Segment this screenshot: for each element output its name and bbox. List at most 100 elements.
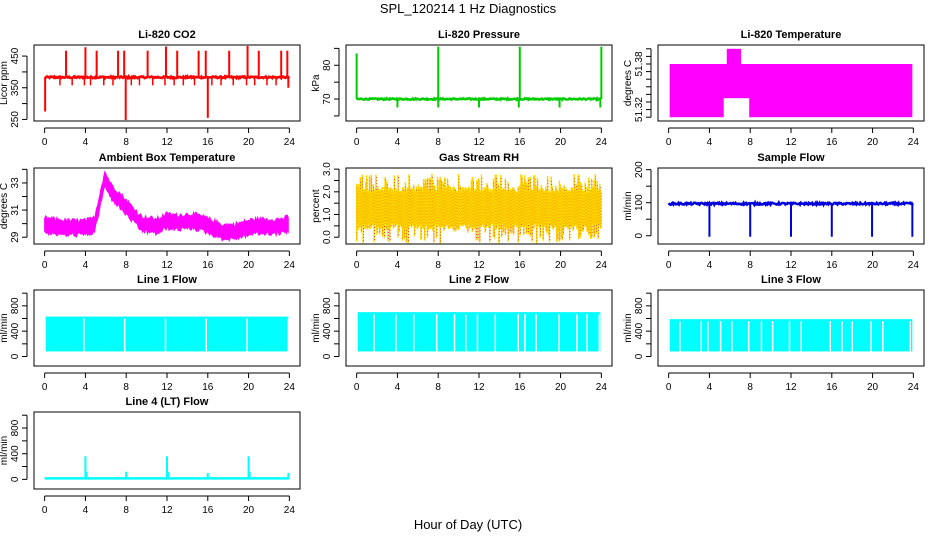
x-tick-label: 12 [161, 505, 173, 516]
panel-title: Line 4 (LT) Flow [126, 396, 209, 408]
x-axis: 0 4 8 12 16 20 24 [42, 372, 295, 393]
series-licor-temp [669, 48, 913, 120]
x-tick-label: 0 [42, 505, 48, 516]
x-axis: 0 4 8 12 16 20 24 [666, 372, 920, 393]
y-tick-label: 0 [634, 233, 645, 239]
x-tick-label: 8 [435, 382, 441, 393]
x-tick-label: 8 [435, 137, 441, 148]
y-tick-label: 51.32 [634, 97, 645, 122]
y-tick-label: 31 [10, 204, 21, 216]
x-tick-label: 0 [354, 260, 360, 271]
y-axis: 51.32 51.38 [634, 48, 652, 122]
y-tick-label: 0 [322, 353, 333, 359]
y-axis-label: Licor ppm [0, 61, 10, 105]
series-line4-flow [44, 456, 290, 480]
panel-title: Line 3 Flow [761, 274, 821, 286]
plot-frame [657, 289, 925, 367]
x-tick-label: 16 [826, 382, 838, 393]
x-tick-label: 16 [514, 137, 526, 148]
plot-frame [345, 289, 613, 367]
x-tick-label: 20 [243, 260, 255, 271]
series-line3-flow [669, 319, 913, 352]
x-tick-label: 12 [785, 382, 797, 393]
panel-title: Line 1 Flow [137, 274, 197, 286]
x-tick-label: 12 [161, 137, 173, 148]
x-tick-label: 4 [83, 505, 89, 516]
x-axis: 0 4 8 12 16 20 24 [354, 127, 608, 148]
x-tick-label: 20 [555, 137, 567, 148]
plot-frame [33, 411, 301, 490]
y-axis-label: percent [311, 189, 322, 223]
y-tick-label: 0 [634, 353, 645, 359]
y-axis: 0.0 1.0 2.0 3.0 [322, 162, 340, 244]
x-tick-label: 0 [42, 260, 48, 271]
y-axis: 29 31 33 [10, 168, 28, 243]
y-axis-label: ml/min [623, 191, 634, 220]
x-tick-label: 0 [42, 382, 48, 393]
x-tick-label: 8 [123, 505, 129, 516]
y-tick-label: 33 [10, 177, 21, 189]
x-tick-label: 0 [666, 382, 672, 393]
panel-title: Li-820 Temperature [741, 29, 842, 41]
x-tick-label: 24 [908, 260, 920, 271]
x-tick-label: 0 [666, 137, 672, 148]
x-tick-label: 24 [908, 382, 920, 393]
x-tick-label: 20 [867, 137, 879, 148]
y-tick-label: 80 [322, 59, 333, 71]
plot-frame [33, 167, 301, 245]
y-tick-label: 0 [10, 353, 21, 359]
panel-title: Gas Stream RH [439, 152, 519, 164]
x-tick-label: 20 [243, 505, 255, 516]
x-tick-label: 8 [747, 260, 753, 271]
x-tick-label: 16 [514, 382, 526, 393]
y-axis-label: degrees C [0, 183, 10, 229]
x-tick-label: 24 [596, 137, 608, 148]
figure-title: SPL_120214 1 Hz Diagnostics [379, 1, 557, 16]
x-tick-label: 8 [123, 382, 129, 393]
x-tick-label: 0 [666, 260, 672, 271]
y-tick-label: 250 [10, 111, 21, 128]
x-tick-label: 24 [908, 137, 920, 148]
x-axis: 0 4 8 12 16 20 24 [42, 127, 295, 148]
y-tick-label: 800 [10, 419, 21, 436]
panel-title: Line 2 Flow [449, 274, 509, 286]
band-bump [726, 48, 742, 64]
series-pressure [355, 46, 603, 108]
x-tick-label: 4 [707, 260, 713, 271]
y-tick-label: 450 [10, 47, 21, 64]
x-tick-label: 20 [243, 382, 255, 393]
series-line2-flow [357, 312, 601, 352]
x-tick-label: 24 [284, 260, 296, 271]
x-tick-label: 20 [555, 382, 567, 393]
x-axis: 0 4 8 12 16 20 24 [42, 495, 295, 516]
x-tick-label: 4 [83, 260, 89, 271]
x-tick-label: 8 [123, 137, 129, 148]
x-tick-label: 20 [555, 260, 567, 271]
x-tick-label: 16 [826, 260, 838, 271]
y-tick-label: 0 [10, 476, 21, 482]
x-tick-label: 8 [747, 382, 753, 393]
plot-frame [657, 44, 925, 122]
figure-x-axis-label: Hour of Day (UTC) [413, 517, 523, 532]
x-tick-label: 16 [514, 260, 526, 271]
y-tick-label: 800 [322, 297, 333, 314]
x-tick-label: 24 [596, 260, 608, 271]
x-tick-label: 12 [785, 260, 797, 271]
x-tick-label: 8 [435, 260, 441, 271]
y-tick-label: 51.38 [634, 51, 645, 76]
y-tick-label: 200 [634, 161, 645, 178]
x-tick-label: 4 [83, 137, 89, 148]
y-tick-label: 29 [10, 231, 21, 243]
x-tick-label: 12 [785, 137, 797, 148]
x-tick-label: 20 [867, 260, 879, 271]
panel-title: Li-820 CO2 [138, 29, 195, 41]
series-ambient-temp [44, 170, 289, 243]
plot-frame [345, 167, 613, 245]
panel-title: Ambient Box Temperature [99, 152, 236, 164]
panel-ambient-temp: Ambient Box Temperature 0 4 8 12 16 20 24 29 31 33… [0, 152, 301, 271]
